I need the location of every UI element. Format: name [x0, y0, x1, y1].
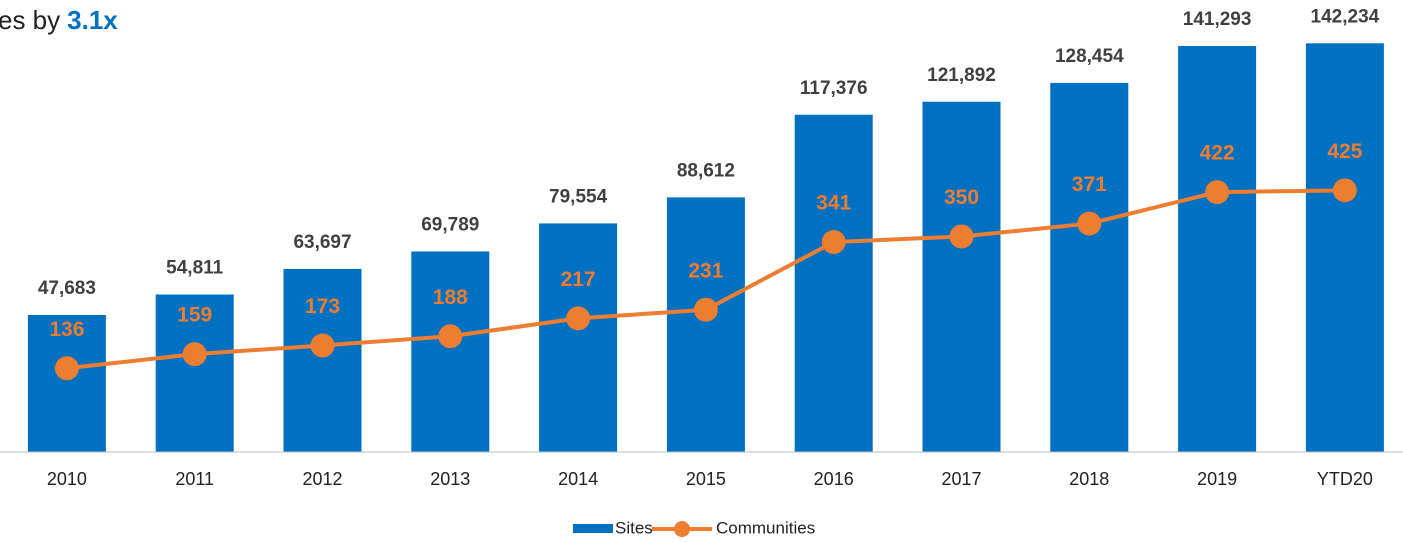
legend-marker	[674, 521, 690, 537]
bar-value-label: 121,892	[927, 65, 996, 86]
x-tick-label: 2018	[1069, 469, 1109, 489]
bar-value-label: 79,554	[549, 186, 608, 207]
bar-value-label: 128,454	[1055, 46, 1124, 67]
bar	[666, 197, 745, 452]
line-value-label: 425	[1327, 140, 1362, 163]
bar	[1178, 46, 1257, 452]
line-value-label: 159	[177, 304, 212, 327]
bar	[1050, 82, 1129, 452]
line-value-label: 188	[433, 286, 468, 309]
line-point	[1205, 180, 1230, 205]
line-point	[54, 356, 79, 381]
line-point	[949, 224, 974, 249]
bar-value-label: 54,811	[166, 258, 223, 279]
line-point	[1332, 178, 1357, 203]
x-tick-label: 2015	[686, 469, 726, 489]
x-tick-label: 2011	[175, 469, 214, 489]
line-point	[693, 297, 718, 322]
x-tick-label: 2017	[941, 469, 981, 489]
line-point	[821, 230, 846, 255]
x-tick-label: 2012	[302, 469, 342, 489]
bar	[539, 223, 618, 452]
x-tick-label: 2013	[430, 469, 470, 489]
bar	[922, 101, 1001, 452]
bar-value-label: 63,697	[293, 232, 351, 253]
chart-title: es by 3.1x	[0, 5, 118, 35]
legend-label: Communities	[716, 518, 815, 537]
line-value-label: 341	[816, 192, 851, 215]
line-value-label: 217	[561, 268, 596, 291]
legend-swatch	[573, 524, 613, 533]
bar-value-label: 117,376	[800, 78, 868, 99]
bar	[1305, 43, 1384, 453]
title-text: es by	[0, 5, 60, 35]
bar-value-label: 69,789	[421, 214, 479, 235]
x-tick-label: 2010	[47, 469, 87, 489]
line-point	[1077, 211, 1102, 236]
legend-label: Sites	[615, 518, 653, 537]
line-point	[566, 306, 591, 331]
bar-value-label: 47,683	[38, 278, 96, 299]
x-tick-label: 2014	[558, 469, 598, 489]
bar	[411, 251, 490, 452]
line-point	[438, 324, 463, 349]
bar-value-label: 142,234	[1311, 6, 1380, 27]
x-tick-label: 2016	[814, 469, 854, 489]
line-value-label: 231	[688, 259, 723, 282]
bar	[283, 268, 362, 452]
bar	[155, 294, 234, 452]
x-tick-label: YTD20	[1317, 469, 1373, 489]
line-point	[310, 333, 335, 358]
bar-value-label: 141,293	[1183, 9, 1252, 30]
bar	[27, 314, 106, 452]
bar-value-label: 88,612	[677, 160, 735, 181]
line-point	[182, 342, 207, 367]
bar	[794, 114, 873, 452]
title-highlight: 3.1x	[67, 5, 118, 35]
line-value-label: 136	[49, 318, 84, 341]
line-value-label: 422	[1200, 142, 1235, 165]
x-tick-label: 2019	[1197, 469, 1237, 489]
line-value-label: 371	[1072, 173, 1107, 196]
line-value-label: 350	[944, 186, 979, 209]
line-value-label: 173	[305, 295, 340, 318]
